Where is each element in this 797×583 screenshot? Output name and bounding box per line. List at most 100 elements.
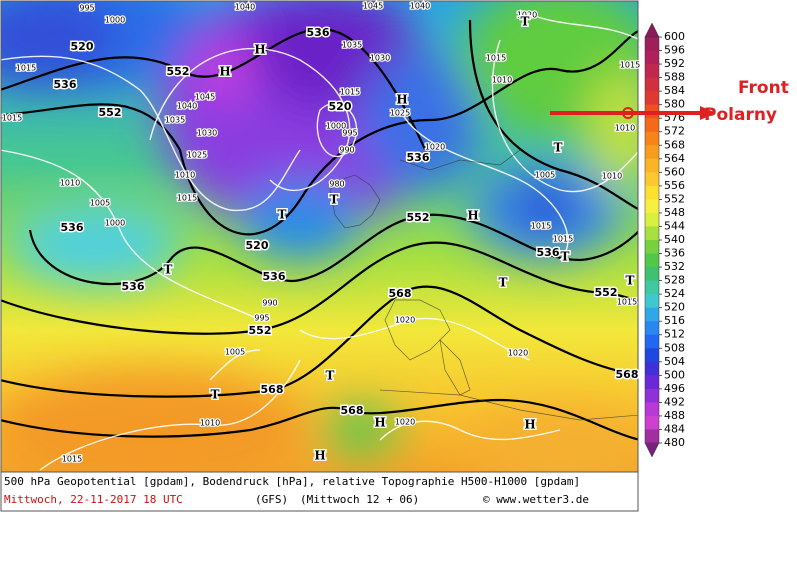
colorbar-label: 568	[664, 138, 685, 151]
colorbar-cap	[644, 442, 660, 458]
colorbar-label: 532	[664, 260, 685, 273]
pressure-label: 1010	[200, 419, 220, 428]
colorbar-label: 516	[664, 314, 685, 327]
colorbar-band	[645, 388, 659, 403]
map-labels: 1015 1010 1005 1000 1010 1015 1025 1030 1035 1040…	[1, 0, 642, 465]
pressure-label: 1020	[517, 11, 537, 20]
pressure-label: 1000	[105, 16, 125, 25]
colorbar-band	[645, 267, 659, 282]
colorbar-label: 484	[664, 422, 685, 435]
colorbar-label: 512	[664, 328, 685, 341]
pressure-label: 1020	[508, 349, 528, 358]
colorbar-label: 536	[664, 247, 685, 260]
colorbar: 6005965925885845805765725685645605565525…	[644, 22, 685, 458]
colorbar-label: 572	[664, 125, 685, 138]
pressure-center: H	[524, 418, 535, 432]
colorbar-band	[645, 321, 659, 336]
colorbar-band	[645, 199, 659, 214]
colorbar-label: 560	[664, 165, 685, 178]
contour-label: 520	[246, 239, 269, 252]
pressure-label: 1015	[531, 222, 551, 231]
pressure-center: T	[499, 276, 508, 290]
colorbar-band	[645, 334, 659, 349]
colorbar-label: 540	[664, 233, 685, 246]
colorbar-band	[645, 77, 659, 92]
pressure-center: T	[626, 274, 635, 288]
contour-label: 536	[61, 221, 84, 234]
contour-label: 568	[616, 368, 639, 381]
contour-label: 536	[307, 26, 330, 39]
colorbar-band	[645, 402, 659, 417]
contour-label: 568	[389, 287, 412, 300]
contour-label: 552	[167, 65, 190, 78]
pressure-label: 1010	[60, 179, 80, 188]
colorbar-band	[645, 118, 659, 133]
pressure-label: 1030	[197, 129, 217, 138]
pressure-isobars	[1, 9, 638, 471]
colorbar-band	[645, 253, 659, 268]
pressure-label: 1005	[90, 199, 110, 208]
pressure-label: 1040	[177, 102, 197, 111]
colorbar-label: 528	[664, 274, 685, 287]
colorbar-band	[645, 50, 659, 65]
colorbar-band	[645, 64, 659, 79]
pressure-label: 1015	[340, 88, 360, 97]
pressure-center: T	[521, 15, 530, 29]
colorbar-label: 580	[664, 98, 685, 111]
colorbar-label: 496	[664, 382, 685, 395]
pressure-label: 1010	[602, 172, 622, 181]
footer-description: 500 hPa Geopotential [gpdam], Bodendruck…	[4, 475, 580, 488]
colorbar-label: 488	[664, 409, 685, 422]
contour-label: 520	[71, 40, 94, 53]
pressure-label: 1015	[617, 298, 637, 307]
colorbar-band	[645, 226, 659, 241]
contour-label: 568	[261, 383, 284, 396]
pressure-label: 1040	[235, 3, 255, 12]
pressure-center: T	[561, 250, 570, 264]
contour-label: 536	[407, 151, 430, 164]
front-annotation: Front Polarny	[550, 78, 789, 125]
colorbar-band	[645, 185, 659, 200]
footer-run: (Mittwoch 12 + 06)	[300, 493, 419, 506]
pressure-label: 1010	[175, 171, 195, 180]
pressure-label: 1045	[195, 93, 215, 102]
colorbar-band	[645, 361, 659, 376]
pressure-center: H	[396, 93, 407, 107]
colorbar-band	[645, 131, 659, 146]
colorbar-cap	[644, 22, 660, 38]
pressure-label: 990	[262, 299, 277, 308]
pressure-label: 1035	[165, 116, 185, 125]
pressure-label: 1030	[370, 54, 390, 63]
pressure-center: H	[314, 449, 325, 463]
map-area	[1, 1, 638, 472]
arrow-circle	[622, 107, 634, 119]
pressure-center: H	[219, 65, 230, 79]
footer-model: (GFS)	[255, 493, 288, 506]
colorbar-label: 492	[664, 395, 685, 408]
pressure-center: T	[326, 369, 335, 383]
pressure-label: 1045	[363, 2, 383, 11]
footer-credit: © www.wetter3.de	[483, 493, 589, 506]
colorbar-label: 596	[664, 44, 685, 57]
colorbar-band	[645, 429, 659, 444]
pressure-center: T	[330, 193, 339, 207]
colorbar-band	[645, 172, 659, 187]
colorbar-label: 588	[664, 71, 685, 84]
colorbar-label: 544	[664, 219, 685, 232]
colorbar-band	[645, 415, 659, 430]
colorbar-label: 592	[664, 57, 685, 70]
colorbar-band	[645, 91, 659, 106]
pressure-label: 1015	[620, 61, 640, 70]
contour-label: 552	[99, 106, 122, 119]
pressure-label: 1015	[553, 235, 573, 244]
pressure-center: T	[164, 263, 173, 277]
pressure-label: 1015	[62, 455, 82, 464]
colorbar-band	[645, 307, 659, 322]
colorbar-label: 548	[664, 206, 685, 219]
pressure-label: 1005	[535, 171, 555, 180]
annotation-line2: Polarny	[704, 105, 777, 125]
contour-label: 536	[263, 270, 286, 283]
colorbar-band	[645, 158, 659, 173]
